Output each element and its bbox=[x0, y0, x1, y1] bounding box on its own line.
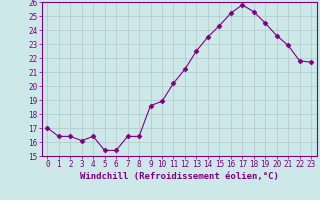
X-axis label: Windchill (Refroidissement éolien,°C): Windchill (Refroidissement éolien,°C) bbox=[80, 172, 279, 181]
